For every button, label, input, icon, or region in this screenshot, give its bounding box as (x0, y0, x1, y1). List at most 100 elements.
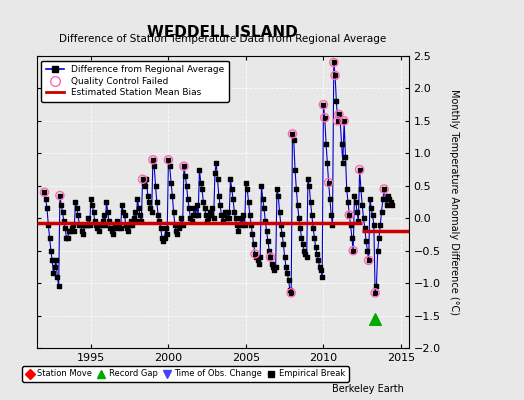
Point (110, 225, 118, 231)
Point (208, 205, 216, 212)
Point (51, 264, 59, 270)
Point (119, 208, 127, 215)
Point (217, 212, 226, 218)
Point (212, 160, 221, 166)
Point (321, 114, 329, 121)
Point (96, 222, 104, 228)
Point (362, 238, 370, 244)
Point (129, 215, 138, 222)
Point (65, 228, 73, 234)
Point (234, 228, 243, 234)
Point (238, 222, 246, 228)
Point (101, 222, 110, 228)
Point (80, 222, 89, 228)
Point (190, 205, 199, 212)
Point (324, 179, 333, 186)
Point (288, 131, 297, 137)
Point (255, 260, 263, 267)
Point (180, 163, 188, 170)
Point (58, 208, 67, 215)
Point (183, 196, 192, 202)
Point (104, 208, 112, 215)
Point (274, 192, 282, 199)
Point (372, 283, 380, 290)
Point (93, 225, 102, 231)
Point (60, 218, 68, 225)
Point (215, 192, 223, 199)
Point (174, 225, 183, 231)
Point (290, 137, 298, 144)
Point (285, 277, 293, 283)
Point (202, 212, 210, 218)
Point (66, 228, 74, 234)
Point (331, 72, 339, 79)
Point (269, 264, 277, 270)
Point (258, 196, 267, 202)
Point (363, 248, 372, 254)
Point (203, 218, 211, 225)
Point (155, 218, 163, 225)
Point (321, 114, 329, 121)
Point (75, 222, 83, 228)
Point (191, 212, 200, 218)
Point (89, 208, 97, 215)
Point (199, 199, 208, 205)
Point (200, 205, 209, 212)
Title: WEDDELL ISLAND: WEDDELL ISLAND (147, 24, 298, 40)
Point (46, 234, 54, 241)
Point (141, 182, 149, 189)
Point (210, 215, 218, 222)
Point (82, 222, 90, 228)
Point (176, 222, 184, 228)
Point (164, 157, 172, 163)
Point (133, 196, 141, 202)
Point (381, 196, 390, 202)
Point (108, 231, 117, 238)
Point (173, 231, 182, 238)
Point (279, 241, 288, 247)
Point (77, 222, 85, 228)
Point (100, 212, 108, 218)
Point (340, 118, 348, 124)
Point (337, 140, 346, 147)
Point (94, 228, 103, 234)
Point (377, 208, 386, 215)
Point (130, 208, 139, 215)
Point (163, 231, 171, 238)
Point (219, 218, 227, 225)
Point (167, 179, 175, 186)
Point (344, 199, 352, 205)
Point (340, 118, 348, 124)
Point (168, 192, 177, 199)
Point (304, 176, 312, 182)
Point (348, 234, 356, 241)
Point (365, 257, 373, 264)
Point (145, 199, 153, 205)
Point (224, 208, 232, 215)
Point (71, 199, 80, 205)
Point (150, 163, 158, 170)
Point (137, 218, 146, 225)
Point (72, 205, 81, 212)
Point (56, 192, 64, 199)
Point (239, 212, 247, 218)
Point (136, 212, 144, 218)
Point (61, 225, 69, 231)
Point (115, 222, 124, 228)
Point (273, 186, 281, 192)
Point (243, 186, 252, 192)
Point (144, 192, 152, 199)
Point (53, 274, 61, 280)
Point (237, 215, 245, 222)
Point (118, 202, 126, 208)
Point (177, 215, 185, 222)
Point (302, 254, 311, 260)
Point (384, 192, 392, 199)
Point (216, 202, 224, 208)
Point (88, 202, 96, 208)
Point (102, 199, 111, 205)
Point (357, 186, 365, 192)
Point (162, 225, 170, 231)
Point (40, 189, 49, 196)
Point (335, 111, 343, 118)
